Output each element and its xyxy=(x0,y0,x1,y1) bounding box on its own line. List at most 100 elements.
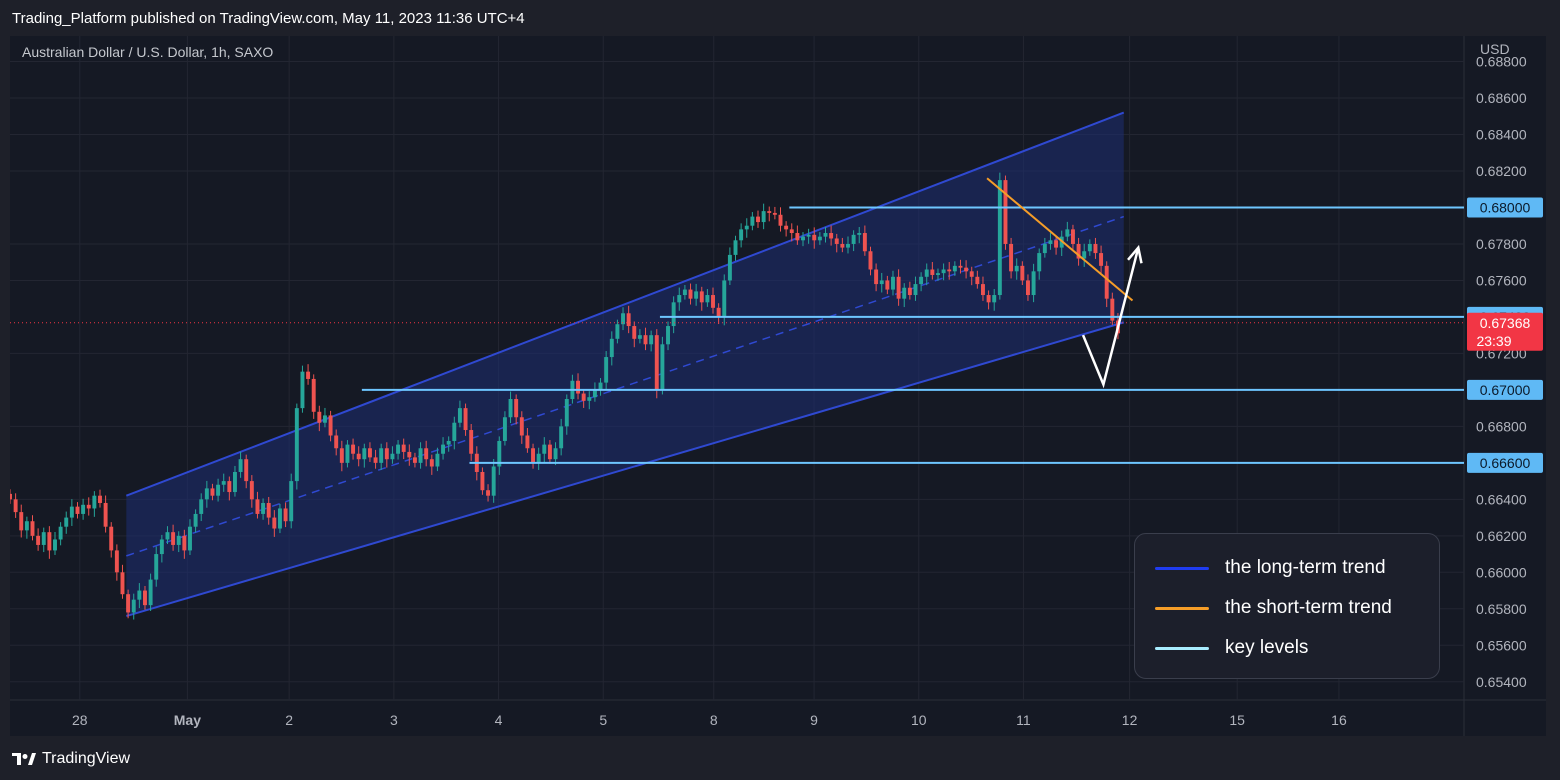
candle-body[interactable] xyxy=(356,453,361,460)
candle-body[interactable] xyxy=(846,243,850,248)
candle-body[interactable] xyxy=(199,499,204,514)
candle-body[interactable] xyxy=(981,284,985,296)
candle-body[interactable] xyxy=(564,399,569,427)
candle-body[interactable] xyxy=(969,271,974,277)
candle-body[interactable] xyxy=(750,216,755,226)
candle-body[interactable] xyxy=(553,448,558,460)
chart-area[interactable]: 0.68800 0.68600 0.68400 0.68200 0.67800 0.676… xyxy=(10,36,1546,736)
candle-body[interactable] xyxy=(306,371,311,379)
candle-body[interactable] xyxy=(261,502,266,514)
candle-body[interactable] xyxy=(210,488,215,496)
candle-body[interactable] xyxy=(334,435,339,449)
candle-body[interactable] xyxy=(947,269,952,272)
candle-body[interactable] xyxy=(851,234,856,244)
candle-body[interactable] xyxy=(165,532,170,540)
candle-body[interactable] xyxy=(159,539,164,555)
candle-body[interactable] xyxy=(328,415,333,436)
candle-body[interactable] xyxy=(390,453,395,460)
candle-body[interactable] xyxy=(362,448,367,460)
candle-body[interactable] xyxy=(722,280,727,317)
candle-body[interactable] xyxy=(660,344,665,390)
candle-body[interactable] xyxy=(817,236,822,241)
channel-upper-line[interactable] xyxy=(125,111,1125,497)
candle-body[interactable] xyxy=(1070,229,1075,244)
candle-body[interactable] xyxy=(1014,265,1019,272)
candle-body[interactable] xyxy=(547,444,552,460)
candle-body[interactable] xyxy=(300,371,305,409)
candle-body[interactable] xyxy=(75,506,80,514)
candle-body[interactable] xyxy=(120,572,125,595)
candle-body[interactable] xyxy=(711,295,715,308)
candle-body[interactable] xyxy=(266,502,271,518)
candle-body[interactable] xyxy=(621,313,625,325)
candle-body[interactable] xyxy=(536,453,541,463)
candle-body[interactable] xyxy=(986,295,991,303)
candle-body[interactable] xyxy=(795,233,800,241)
candle-body[interactable] xyxy=(58,526,63,540)
candle-body[interactable] xyxy=(519,417,524,436)
candle-body[interactable] xyxy=(345,444,350,463)
candle-body[interactable] xyxy=(604,357,609,383)
candle-body[interactable] xyxy=(1104,265,1109,299)
candle-body[interactable] xyxy=(457,408,462,423)
candle-body[interactable] xyxy=(1003,180,1008,244)
projection-arrow-path[interactable] xyxy=(1081,247,1140,389)
candle-body[interactable] xyxy=(874,269,879,285)
candle-body[interactable] xyxy=(952,265,957,272)
candle-body[interactable] xyxy=(705,295,710,303)
candle-body[interactable] xyxy=(1009,243,1014,272)
candle-body[interactable] xyxy=(441,444,446,454)
candle-body[interactable] xyxy=(592,389,597,398)
candle-body[interactable] xyxy=(126,594,131,613)
candle-body[interactable] xyxy=(1093,243,1098,254)
candle-body[interactable] xyxy=(53,539,57,551)
candle-body[interactable] xyxy=(587,397,592,401)
candle-body[interactable] xyxy=(531,448,536,463)
candle-body[interactable] xyxy=(272,517,277,529)
candle-body[interactable] xyxy=(727,254,732,281)
candle-body[interactable] xyxy=(913,284,918,296)
candle-body[interactable] xyxy=(182,535,187,551)
candle-body[interactable] xyxy=(396,444,401,454)
candle-body[interactable] xyxy=(401,444,406,452)
candle-body[interactable] xyxy=(1025,280,1030,296)
candle-body[interactable] xyxy=(339,448,344,463)
candle-body[interactable] xyxy=(429,459,434,467)
candle-body[interactable] xyxy=(367,448,372,458)
candle-body[interactable] xyxy=(778,214,783,226)
candle-body[interactable] xyxy=(10,493,12,500)
candle-body[interactable] xyxy=(103,502,108,527)
candle-body[interactable] xyxy=(412,457,417,463)
candle-body[interactable] xyxy=(1048,240,1053,244)
candle-body[interactable] xyxy=(1099,253,1104,266)
candle-body[interactable] xyxy=(716,307,721,317)
candle-body[interactable] xyxy=(919,276,924,285)
candle-body[interactable] xyxy=(92,495,97,509)
candle-body[interactable] xyxy=(789,229,794,234)
candle-body[interactable] xyxy=(407,451,412,458)
candle-body[interactable] xyxy=(311,378,316,412)
candle-body[interactable] xyxy=(739,229,744,241)
candle-body[interactable] xyxy=(649,335,654,345)
candle-body[interactable] xyxy=(322,415,327,423)
candle-body[interactable] xyxy=(24,521,29,531)
candle-body[interactable] xyxy=(834,238,839,244)
tradingview-logo[interactable]: TradingView xyxy=(12,750,130,768)
candle-body[interactable] xyxy=(232,471,237,493)
candle-body[interactable] xyxy=(143,590,147,606)
candle-body[interactable] xyxy=(249,481,254,500)
candle-body[interactable] xyxy=(801,236,805,241)
price-chart[interactable]: 0.68800 0.68600 0.68400 0.68200 0.67800 0.676… xyxy=(10,36,1546,736)
candle-body[interactable] xyxy=(255,499,260,514)
candle-body[interactable] xyxy=(930,269,935,275)
candle-body[interactable] xyxy=(632,326,637,339)
candle-body[interactable] xyxy=(823,233,828,237)
candle-body[interactable] xyxy=(469,430,474,454)
candle-body[interactable] xyxy=(975,276,980,285)
candle-body[interactable] xyxy=(767,211,772,213)
candle-body[interactable] xyxy=(1087,243,1092,252)
candle-body[interactable] xyxy=(277,508,282,529)
candle-body[interactable] xyxy=(238,459,243,472)
candle-body[interactable] xyxy=(896,276,901,299)
candle-body[interactable] xyxy=(98,495,102,503)
